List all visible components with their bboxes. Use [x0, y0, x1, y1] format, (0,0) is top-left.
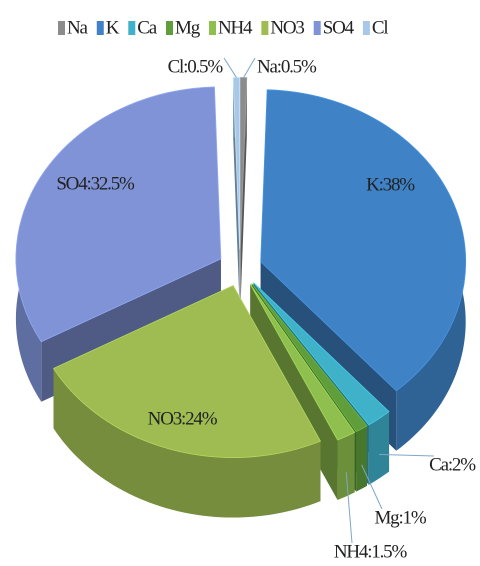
data-label: K:38% [366, 174, 415, 195]
slice [232, 77, 241, 250]
data-labels: Na:0.5% K:38% Ca:2% Mg:1% NH4:1.5% NO3:24% SO4… [56, 56, 477, 562]
legend-label: NO3 [270, 17, 304, 38]
legend-label: K [106, 17, 120, 38]
slice [52, 285, 322, 458]
legend-swatch [362, 21, 370, 35]
slice [239, 77, 248, 250]
legend-swatch [313, 21, 321, 35]
legend-label: Cl [372, 17, 388, 38]
leader-line [361, 464, 383, 510]
legend-label: NH4 [218, 17, 253, 38]
legend-swatch [128, 21, 136, 35]
legend-swatch [96, 21, 104, 35]
legend-swatch [58, 21, 65, 35]
slice [251, 283, 368, 433]
data-label: Na:0.5% [257, 56, 317, 77]
slice-side [337, 432, 355, 500]
leader-line [223, 57, 237, 78]
slice [15, 86, 222, 343]
legend-label: Na [67, 17, 89, 38]
slice [260, 89, 467, 392]
data-label: NH4:1.5% [334, 541, 408, 562]
legend-label: SO4 [323, 17, 355, 38]
slice-side [53, 368, 321, 518]
legend-label: Mg [175, 17, 201, 38]
slice [253, 282, 390, 426]
legend: Na K Ca Mg NH4 NO3 SO4 Cl [58, 17, 390, 38]
data-label: Cl:0.5% [168, 56, 224, 77]
legend-label: Ca [137, 17, 157, 38]
data-label: Ca:2% [429, 454, 476, 475]
leader-line [345, 472, 353, 544]
legend-swatch [166, 21, 174, 35]
leader-line [243, 57, 256, 78]
slice [249, 284, 356, 441]
data-label: SO4:32.5% [56, 173, 135, 194]
legend-swatch [261, 21, 269, 35]
slice-side [356, 425, 368, 492]
legend-swatch [209, 21, 217, 35]
pie-tops [15, 77, 467, 458]
data-label: NO3:24% [148, 408, 218, 429]
data-label: Mg:1% [374, 507, 426, 528]
slice-side [368, 411, 390, 485]
leader-line [379, 453, 435, 457]
